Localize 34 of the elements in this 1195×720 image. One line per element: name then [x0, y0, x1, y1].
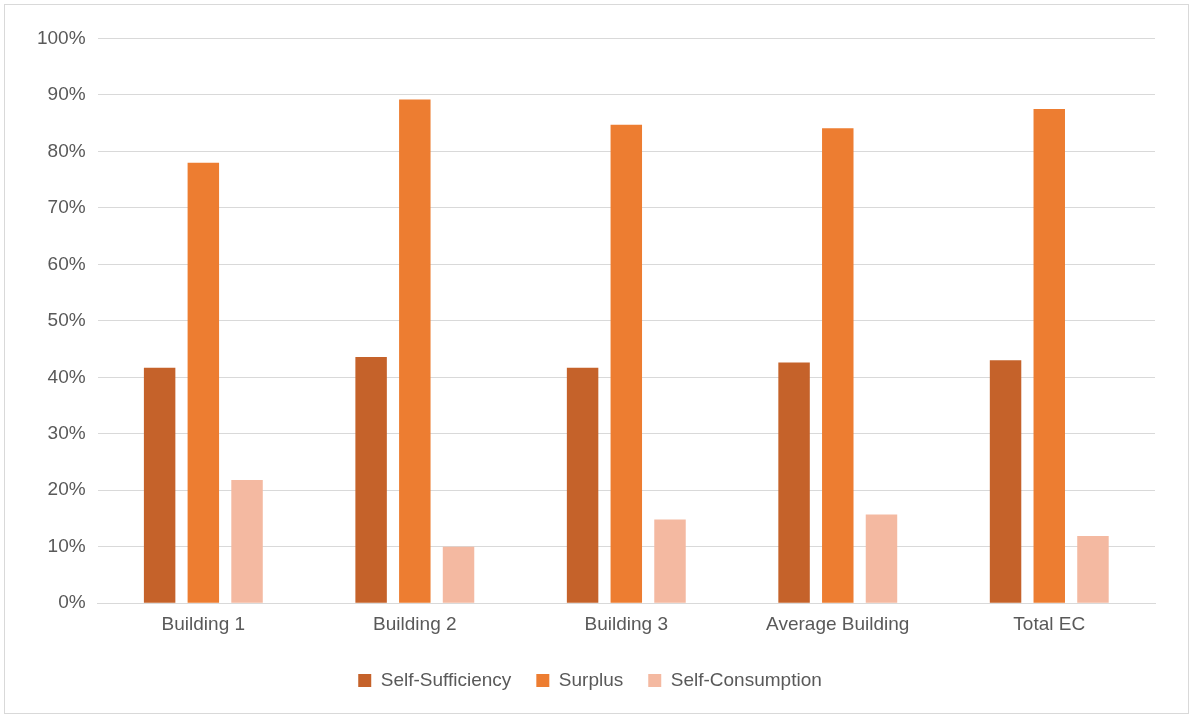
bar	[143, 367, 176, 603]
legend-label: Self-Sufficiency	[380, 668, 512, 690]
y-tick-label: 70%	[47, 196, 86, 218]
bar	[442, 546, 475, 603]
y-tick-label: 80%	[47, 139, 86, 161]
x-tick-label: Total EC	[1013, 612, 1086, 634]
y-tick-label: 30%	[47, 421, 86, 443]
bar	[187, 162, 220, 603]
bar	[989, 360, 1022, 603]
bar	[778, 362, 810, 603]
y-tick-label: 90%	[47, 83, 86, 105]
x-tick-label: Average Building	[766, 612, 910, 634]
y-tick-label: 50%	[47, 309, 86, 331]
x-tick-label: Building 2	[373, 612, 457, 634]
bar	[822, 128, 854, 603]
y-tick-label: 10%	[47, 534, 86, 556]
y-tick-label: 100%	[36, 26, 86, 48]
x-tick-label: Building 3	[584, 612, 669, 634]
legend-label: Self-Consumption	[670, 668, 822, 690]
y-tick-label: 20%	[47, 478, 86, 500]
bar	[566, 367, 599, 603]
y-tick-label: 0%	[58, 591, 86, 613]
y-tick-label: 40%	[47, 365, 86, 387]
y-tick-label: 60%	[47, 252, 86, 274]
bar	[1077, 535, 1109, 603]
bar	[865, 514, 898, 603]
bar	[355, 356, 387, 603]
bar	[1033, 109, 1065, 603]
legend-label: Surplus	[558, 668, 624, 690]
x-tick-label: Building 1	[161, 612, 246, 634]
bar	[654, 519, 686, 603]
bar	[610, 124, 643, 603]
bar	[399, 99, 431, 603]
bar	[231, 480, 263, 603]
